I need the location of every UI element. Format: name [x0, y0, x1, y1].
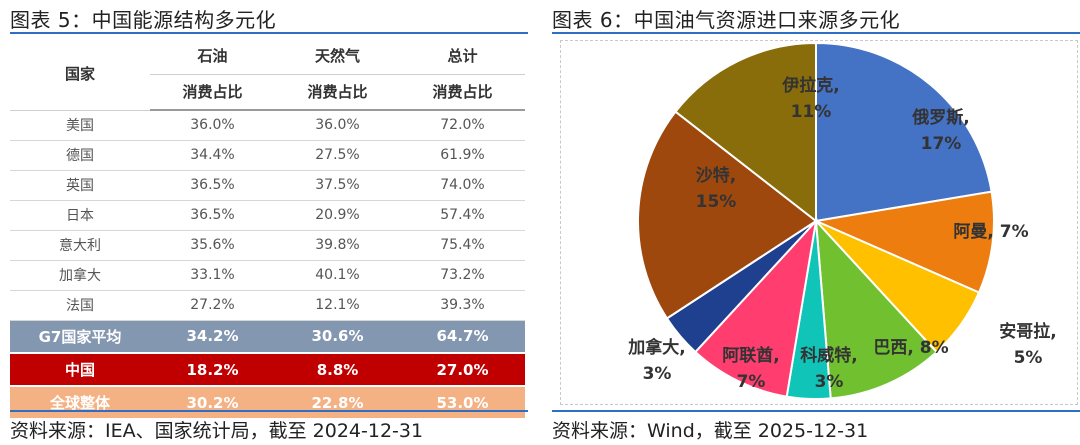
country-cell: 法国 — [10, 290, 150, 321]
gas-column-header: 天然气 — [275, 38, 400, 75]
pie-slice — [694, 217, 818, 398]
gas-share-cell: 12.1% — [275, 290, 400, 321]
total-share-cell: 73.2% — [400, 260, 525, 291]
figure-5-title: 图表 5：中国能源结构多元化 — [10, 8, 277, 32]
pie-slice-label: 11% — [791, 102, 832, 122]
pie-slice-label: 加拿大, — [627, 337, 685, 358]
gas-share-cell: 40.1% — [275, 260, 400, 291]
table-row: 英国 36.5% 37.5% 74.0% — [10, 170, 525, 201]
pie-chart-frame: 俄罗斯, 17% 阿曼, 7% 安哥拉, 5% 巴西, 8% 科威特, 3% 阿联酋, 7% 加拿大… — [560, 40, 1078, 405]
country-cell: 意大利 — [10, 230, 150, 261]
total-share-cell: 72.0% — [400, 110, 525, 141]
oil-share-cell: 18.2% — [150, 353, 275, 387]
pie-slice-label: 3% — [815, 372, 844, 392]
energy-consumption-table: 国家 石油 天然气 总计 消费占比 消费占比 消费占比 美国 36.0% 36.0%… — [10, 38, 525, 420]
pie-slice-label: 17% — [921, 134, 962, 154]
pie-slice-label: 沙特, — [696, 165, 736, 186]
table-row: 德国 34.4% 27.5% 61.9% — [10, 140, 525, 171]
total-share-cell: 39.3% — [400, 290, 525, 321]
summary-label-cell: 中国 — [10, 353, 150, 387]
gas-share-cell: 20.9% — [275, 200, 400, 231]
total-share-subheader: 消费占比 — [400, 74, 525, 111]
oil-share-cell: 36.5% — [150, 200, 275, 231]
gas-share-cell: 8.8% — [275, 353, 400, 387]
pie-slice — [637, 110, 818, 320]
summary-label-cell: 全球整体 — [10, 386, 150, 420]
oil-column-header: 石油 — [150, 38, 275, 75]
table-subheader-row: 消费占比 消费占比 消费占比 — [10, 74, 525, 111]
total-share-cell: 61.9% — [400, 140, 525, 171]
title-divider — [552, 32, 1080, 34]
gas-share-subheader: 消费占比 — [275, 74, 400, 111]
figure-6-source: 资料来源：Wind，截至 2025-12-31 — [552, 420, 869, 442]
pie-slice-label: 俄罗斯, — [911, 107, 969, 128]
pie-slice-label: 3% — [643, 364, 672, 384]
table-row: 日本 36.5% 20.9% 57.4% — [10, 200, 525, 231]
table-row: 美国 36.0% 36.0% 72.0% — [10, 110, 525, 141]
oil-share-subheader: 消费占比 — [150, 74, 275, 111]
country-cell: 加拿大 — [10, 260, 150, 291]
pie-slice — [815, 41, 993, 223]
gas-share-cell: 39.8% — [275, 230, 400, 261]
country-cell: 美国 — [10, 110, 150, 141]
total-share-cell: 57.4% — [400, 200, 525, 231]
summary-row: 中国 18.2% 8.8% 27.0% — [10, 353, 525, 387]
pie-slice-label: 7% — [737, 372, 766, 392]
oil-share-cell: 30.2% — [150, 386, 275, 420]
table-row: 法国 27.2% 12.1% 39.3% — [10, 290, 525, 321]
gas-share-cell: 22.8% — [275, 386, 400, 420]
summary-row: 全球整体 30.2% 22.8% 53.0% — [10, 386, 525, 420]
summary-row: G7国家平均 34.2% 30.6% 64.7% — [10, 320, 525, 354]
pie-slice-label: 阿联酋, — [722, 345, 779, 366]
gas-share-cell: 36.0% — [275, 110, 400, 141]
pie-slice-label: 伊拉克, — [781, 75, 839, 96]
title-divider — [10, 32, 528, 34]
country-column-header: 国家 — [10, 38, 150, 111]
total-share-cell: 27.0% — [400, 353, 525, 387]
pie-slice-label: 阿曼, 7% — [953, 222, 1028, 242]
pie-slice — [814, 218, 938, 400]
figure-5-source: 资料来源：IEA、国家统计局，截至 2024-12-31 — [10, 420, 424, 442]
source-divider — [10, 410, 528, 412]
pie-slice-label: 科威特, — [800, 345, 857, 366]
pie-slice-label: 5% — [1014, 348, 1043, 368]
country-cell: 英国 — [10, 170, 150, 201]
oil-share-cell: 36.0% — [150, 110, 275, 141]
oil-share-cell: 27.2% — [150, 290, 275, 321]
pie-slice-label: 巴西, 8% — [873, 338, 948, 358]
oil-share-cell: 36.5% — [150, 170, 275, 201]
figure-6-title: 图表 6：中国油气资源进口来源多元化 — [552, 8, 901, 32]
total-column-header: 总计 — [400, 38, 525, 75]
pie-slice-label: 安哥拉, — [999, 321, 1056, 342]
pie-slice-label: 15% — [696, 192, 737, 212]
energy-structure-panel: 图表 5：中国能源结构多元化 国家 石油 天然气 总计 消费占比 消费占比 消费… — [10, 0, 528, 445]
table-header-row: 国家 石油 天然气 总计 — [10, 38, 525, 111]
total-share-cell: 64.7% — [400, 320, 525, 354]
import-sources-panel: 图表 6：中国油气资源进口来源多元化 俄罗斯, 17% 阿曼, 7% 安哥拉, 5% 巴西… — [552, 0, 1080, 445]
oil-share-cell: 34.4% — [150, 140, 275, 171]
total-share-cell: 74.0% — [400, 170, 525, 201]
country-cell: 日本 — [10, 200, 150, 231]
oil-share-cell: 35.6% — [150, 230, 275, 261]
pie-slice — [674, 41, 817, 224]
summary-label-cell: G7国家平均 — [10, 320, 150, 354]
table-row: 加拿大 33.1% 40.1% 73.2% — [10, 260, 525, 291]
import-sources-pie-chart: 俄罗斯, 17% 阿曼, 7% 安哥拉, 5% 巴西, 8% 科威特, 3% 阿联酋, 7% 加拿大… — [627, 41, 1057, 400]
total-share-cell: 75.4% — [400, 230, 525, 261]
gas-share-cell: 37.5% — [275, 170, 400, 201]
source-divider — [552, 410, 1080, 412]
gas-share-cell: 27.5% — [275, 140, 400, 171]
total-share-cell: 53.0% — [400, 386, 525, 420]
table-row: 意大利 35.6% 39.8% 75.4% — [10, 230, 525, 261]
pie-slice — [812, 190, 995, 294]
oil-share-cell: 33.1% — [150, 260, 275, 291]
country-cell: 德国 — [10, 140, 150, 171]
oil-share-cell: 34.2% — [150, 320, 275, 354]
gas-share-cell: 30.6% — [275, 320, 400, 354]
